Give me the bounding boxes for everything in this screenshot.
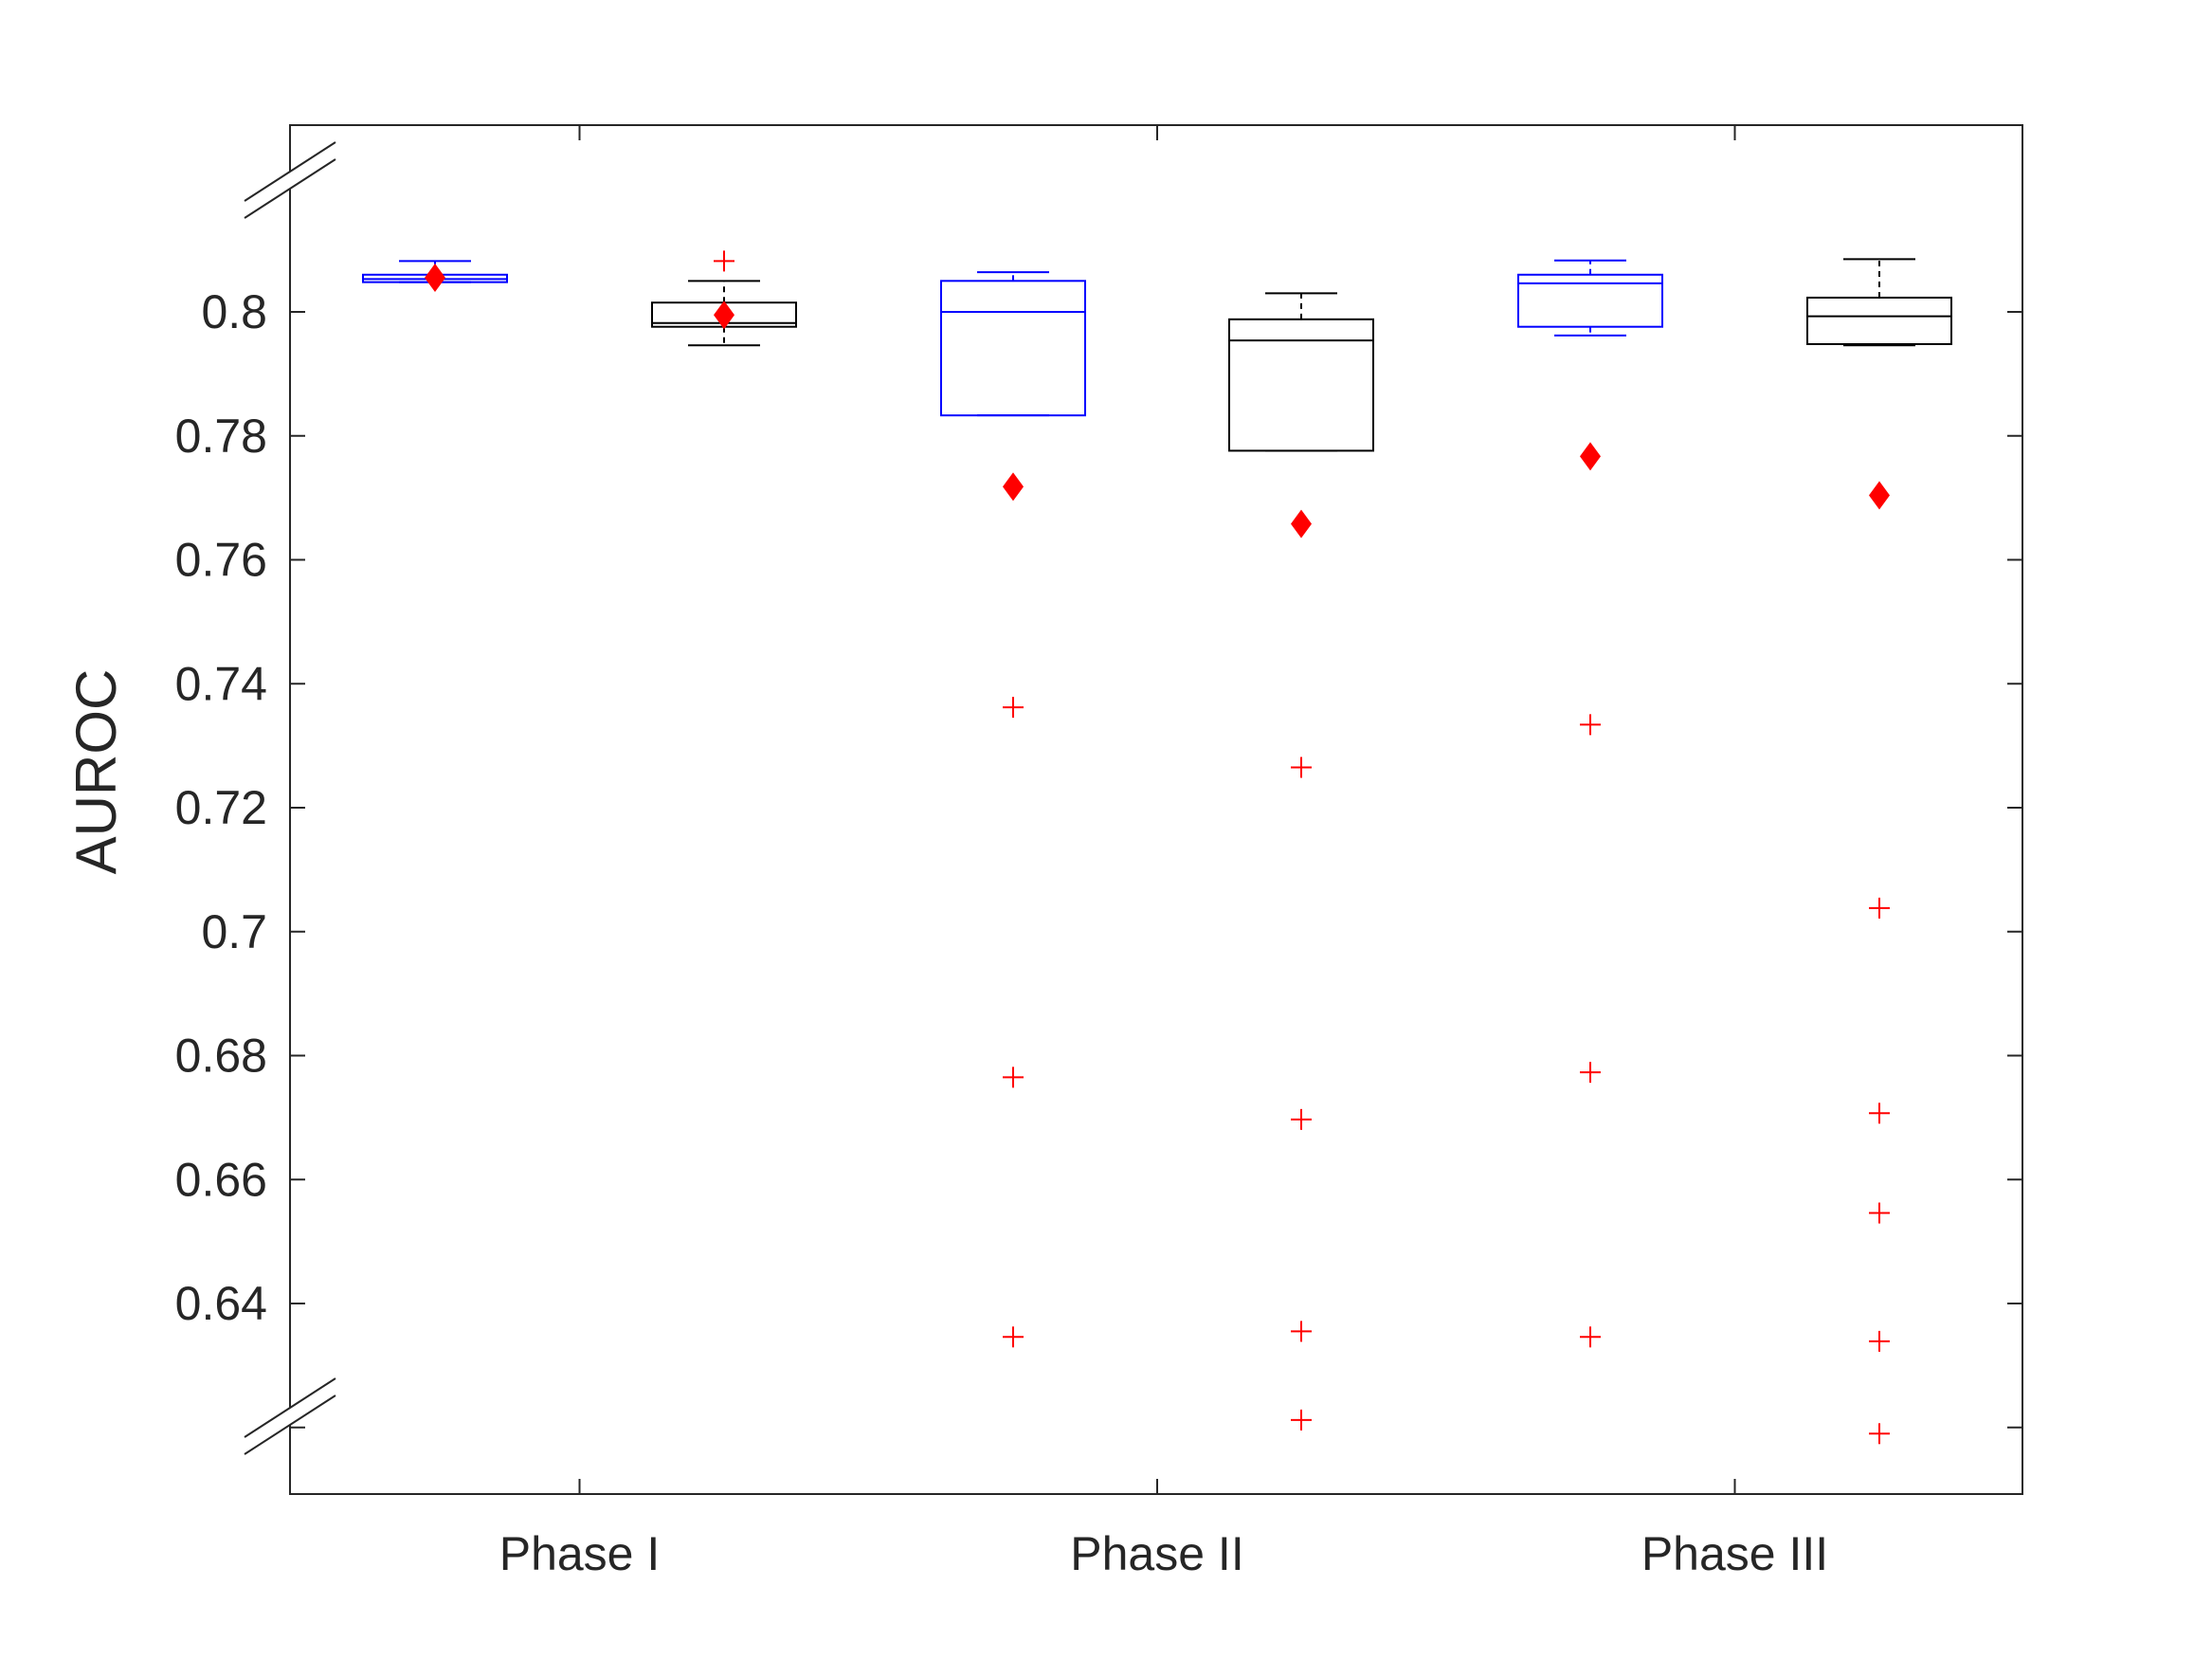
box-group [362,260,508,293]
box-iqr [1806,296,1952,345]
axes-box [289,124,2023,1495]
x-tick-label: Phase I [499,1527,661,1580]
outlier-point [1580,714,1601,736]
break-line [244,158,336,219]
outlier-point [1003,1066,1024,1088]
mean-marker [1580,442,1601,471]
outlier-point [1003,1326,1024,1348]
box-group [1806,258,1952,1445]
outlier-point [1291,1321,1312,1342]
box-group [1517,259,1663,1348]
outlier-point [1291,757,1312,778]
box-iqr [1517,273,1663,328]
break-line [244,1395,336,1455]
mean-marker [425,264,445,293]
outlier-point [1003,697,1024,719]
axis-break [244,1377,336,1455]
mean-marker [1291,509,1312,538]
mean-marker [1869,481,1890,510]
outlier-point [714,250,734,272]
outlier-point [1291,1108,1312,1130]
x-tick-label: Phase II [1070,1527,1243,1580]
y-tick-label: 0.72 [175,781,267,834]
outlier-point [1869,1202,1890,1224]
box-group [940,271,1086,1348]
outlier-point [1580,1062,1601,1084]
mean-marker [714,301,734,330]
box-iqr [940,280,1086,417]
outlier-point [1291,1409,1312,1431]
y-axis-title: AUROC [64,669,128,875]
outlier-point [1869,1423,1890,1445]
outlier-point [1580,1326,1601,1348]
axis-labels: AUROC 0.64 0.66 0.68 0.7 0.72 0.74 0.76 0.78 0.8… [64,285,1828,1580]
plot-area [362,250,1952,1445]
break-line [244,141,336,202]
break-gap [245,142,335,218]
outlier-point [1869,1330,1890,1352]
y-tick-label: 0.76 [175,534,267,587]
y-tick-label: 0.74 [175,657,267,710]
mean-marker [1003,472,1024,501]
outlier-point [1869,1103,1890,1124]
box-group [1228,292,1374,1431]
y-tick-label: 0.8 [201,285,267,338]
outlier-point [1869,897,1890,919]
break-gap [245,1378,335,1454]
y-tick-label: 0.78 [175,410,267,463]
y-tick-label: 0.7 [201,905,267,958]
box-iqr [1228,318,1374,452]
y-tick-label: 0.64 [175,1277,267,1330]
y-tick-label: 0.68 [175,1030,267,1083]
axis-break-marks [244,141,336,1455]
y-tick-label: 0.66 [175,1153,267,1206]
box-group [651,250,797,347]
break-line [244,1377,336,1438]
axis-ticks [290,125,2022,1494]
axis-break [244,141,336,219]
x-tick-label: Phase III [1641,1527,1828,1580]
